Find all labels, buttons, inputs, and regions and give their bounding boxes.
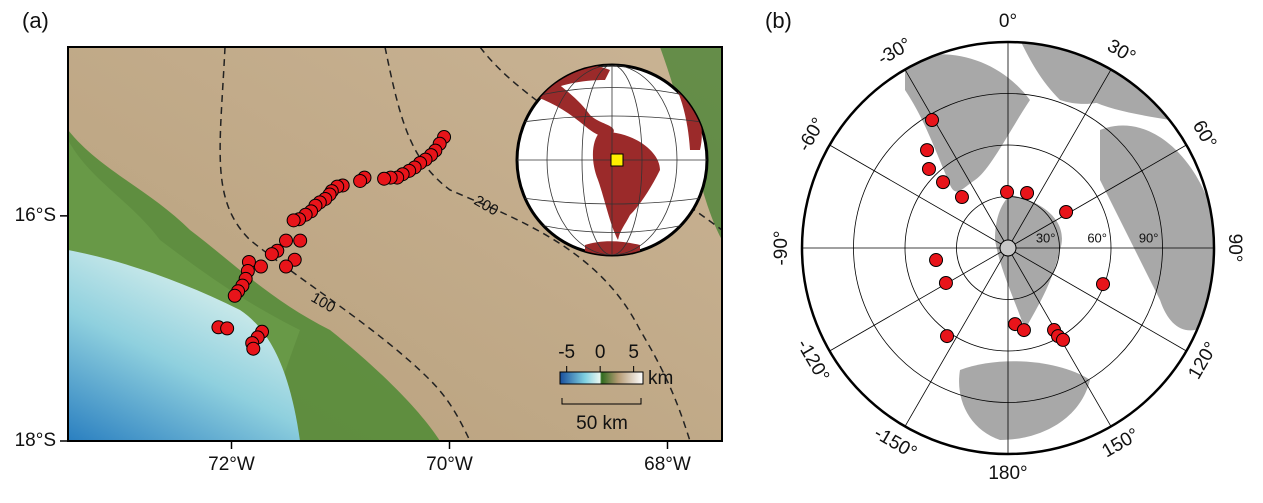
- event: [920, 143, 935, 158]
- panel-label: (b): [765, 8, 792, 33]
- station: [279, 233, 293, 248]
- event: [940, 329, 955, 344]
- station: [286, 213, 301, 228]
- event: [1056, 332, 1071, 347]
- azimuth-label: -90°: [771, 230, 792, 265]
- panel-label: (a): [22, 8, 49, 33]
- station: [253, 259, 268, 274]
- event: [929, 253, 944, 268]
- colorbar: [559, 371, 644, 385]
- station: [293, 233, 308, 248]
- inset-globe: [515, 63, 709, 257]
- colorbar-tick-label: 5: [628, 342, 639, 363]
- azimuth-label: -30°: [874, 34, 915, 70]
- azimuth-line: [1007, 144, 1187, 249]
- colorbar-tick-label: -5: [558, 342, 575, 363]
- azimuth-line: [829, 247, 1009, 352]
- continents: [905, 42, 1214, 440]
- events: [920, 113, 1111, 347]
- x-tick-label: 70°W: [426, 454, 473, 475]
- station: [377, 171, 392, 186]
- y-tick-label: 16°S: [15, 205, 56, 226]
- map-frame: [67, 46, 723, 442]
- colorbar-tick-label: 0: [595, 342, 606, 363]
- x-tick-label: 72°W: [208, 454, 255, 475]
- event: [1000, 185, 1015, 200]
- scalebar-label: 50 km: [576, 413, 628, 434]
- station: [279, 259, 293, 274]
- event: [1020, 186, 1035, 201]
- y-tick-label: 18°S: [15, 430, 56, 451]
- distance-label: 30°: [1036, 230, 1056, 245]
- station: [227, 288, 242, 303]
- azimuth-line: [1007, 69, 1112, 249]
- event: [925, 113, 940, 128]
- colorbar-ticks: -5 0 5: [558, 342, 639, 372]
- azimuth-label: 30°: [1104, 36, 1139, 69]
- azimuth-label: 60°: [1188, 117, 1221, 152]
- azimuth-line: [1007, 247, 1187, 352]
- event: [954, 190, 969, 205]
- distance-label: 60°: [1087, 230, 1107, 245]
- station: [264, 247, 279, 262]
- azimuth-label: -60°: [794, 114, 830, 155]
- azimuth-label: 0°: [999, 11, 1017, 32]
- event: [938, 275, 953, 290]
- distance-label: 90°: [1139, 230, 1159, 245]
- x-tick-label: 68°W: [644, 454, 691, 475]
- stations: [211, 130, 452, 356]
- azimuth-label: 180°: [988, 463, 1027, 484]
- axes: 72°W 70°W 68°W 16°S 18°S: [15, 205, 691, 475]
- station: [246, 341, 261, 356]
- event: [1096, 277, 1111, 292]
- event: [921, 161, 936, 176]
- globe-outline: [800, 40, 1216, 456]
- azimuth-label: 90°: [1224, 234, 1245, 263]
- station: [220, 321, 235, 336]
- azimuth-line: [904, 69, 1009, 249]
- event: [1016, 323, 1031, 338]
- event: [1059, 204, 1074, 219]
- array-center: [999, 239, 1017, 257]
- station: [353, 173, 368, 188]
- event: [936, 175, 951, 190]
- azimuth-line: [829, 144, 1009, 249]
- colorbar-unit: km: [648, 368, 673, 389]
- scalebar: [561, 398, 642, 405]
- azimuth-line: [904, 247, 1009, 427]
